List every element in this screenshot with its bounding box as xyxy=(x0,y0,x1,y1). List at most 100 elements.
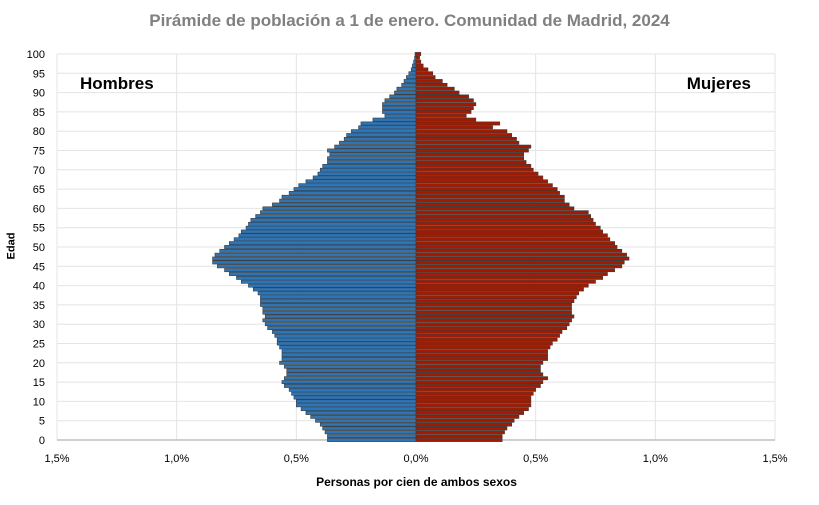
female-bar-age-23 xyxy=(415,349,548,354)
male-bar-age-40 xyxy=(248,283,417,288)
male-bar-age-41 xyxy=(240,279,417,284)
female-bar-age-21 xyxy=(415,357,548,361)
female-bar-age-75 xyxy=(415,148,529,153)
male-bar-age-36 xyxy=(260,299,417,303)
male-bar-age-21 xyxy=(281,357,417,361)
female-bar-age-41 xyxy=(415,279,596,284)
y-tick-label: 90 xyxy=(33,88,45,100)
female-bar-age-60 xyxy=(415,206,575,211)
y-tick-label: 70 xyxy=(33,165,45,177)
female-bar-age-38 xyxy=(415,291,580,296)
female-bar-age-89 xyxy=(415,94,469,99)
female-bar-age-85 xyxy=(415,109,472,114)
female-bar-age-9 xyxy=(415,403,532,408)
male-bar-age-33 xyxy=(262,310,417,315)
female-bar-age-90 xyxy=(415,90,460,95)
female-bar-age-20 xyxy=(415,360,544,365)
male-bar-age-64 xyxy=(288,191,417,195)
female-bar-age-99 xyxy=(415,55,420,60)
male-bar-age-45 xyxy=(217,264,417,269)
male-bar-age-54 xyxy=(240,229,417,234)
female-bar-age-24 xyxy=(415,345,551,350)
male-bar-age-44 xyxy=(224,268,417,273)
male-bar-age-16 xyxy=(284,376,417,381)
male-bar-age-73 xyxy=(327,156,417,161)
female-bar-age-95 xyxy=(415,71,434,76)
female-bar-age-70 xyxy=(415,167,534,172)
female-bar-age-77 xyxy=(415,140,520,145)
female-bar-age-4 xyxy=(415,422,513,427)
female-bar-age-84 xyxy=(415,113,467,118)
female-bar-age-96 xyxy=(415,67,429,72)
y-tick-label: 75 xyxy=(33,146,45,158)
female-bar-age-34 xyxy=(415,306,572,311)
male-bar-age-70 xyxy=(319,167,417,172)
male-bar-age-55 xyxy=(245,225,417,230)
female-bar-age-15 xyxy=(415,380,544,385)
male-bar-age-90 xyxy=(394,90,417,95)
female-bar-age-36 xyxy=(415,299,575,303)
male-bar-age-97 xyxy=(412,63,417,68)
y-tick-label: 100 xyxy=(27,49,45,61)
male-bar-age-86 xyxy=(382,106,417,110)
female-bar-age-71 xyxy=(415,164,532,168)
male-bar-age-39 xyxy=(252,287,417,292)
female-bar-age-47 xyxy=(415,256,630,261)
male-bar-age-98 xyxy=(413,59,417,64)
male-bar-age-51 xyxy=(229,241,417,246)
male-bar-age-17 xyxy=(286,372,417,377)
male-bar-age-50 xyxy=(224,245,417,249)
female-bar-age-19 xyxy=(415,364,541,369)
male-bar-age-8 xyxy=(300,407,417,412)
y-tick-label: 5 xyxy=(39,416,45,428)
female-bar-age-79 xyxy=(415,133,513,137)
chart-title: Pirámide de población a 1 de enero. Comu… xyxy=(149,11,670,30)
male-bar-age-47 xyxy=(212,256,417,261)
female-bar-age-93 xyxy=(415,79,443,83)
female-bar-age-35 xyxy=(415,302,572,307)
female-bar-age-50 xyxy=(415,245,618,249)
female-bar-age-98 xyxy=(415,59,422,64)
female-bar-age-18 xyxy=(415,368,541,373)
male-bar-age-7 xyxy=(305,411,417,415)
y-tick-label: 10 xyxy=(33,396,45,408)
female-bar-age-7 xyxy=(415,411,524,415)
female-bar-age-65 xyxy=(415,187,558,192)
female-bar-age-13 xyxy=(415,387,536,392)
male-bar-age-60 xyxy=(262,206,417,211)
male-bar-age-94 xyxy=(406,75,417,80)
male-bar-age-85 xyxy=(382,109,417,114)
female-bar-age-10 xyxy=(415,399,532,404)
female-bar-age-31 xyxy=(415,318,572,323)
female-bar-age-91 xyxy=(415,86,455,91)
female-bar-age-52 xyxy=(415,237,611,242)
female-bar-age-32 xyxy=(415,314,575,319)
male-bar-age-26 xyxy=(276,337,417,342)
x-tick-label: 0,0% xyxy=(403,453,428,465)
female-bar-age-37 xyxy=(415,295,577,300)
y-tick-label: 55 xyxy=(33,223,45,235)
male-bar-age-27 xyxy=(274,333,417,338)
female-bar-age-76 xyxy=(415,144,532,149)
female-bar-age-92 xyxy=(415,82,448,87)
y-tick-label: 35 xyxy=(33,300,45,312)
male-bar-age-57 xyxy=(250,218,417,222)
female-bar-age-12 xyxy=(415,391,534,396)
y-tick-label: 80 xyxy=(33,126,45,138)
female-bar-age-55 xyxy=(415,225,601,230)
female-bar-age-57 xyxy=(415,218,594,222)
male-bar-age-35 xyxy=(260,302,417,307)
female-bar-age-67 xyxy=(415,179,548,184)
male-bar-age-95 xyxy=(408,71,417,76)
male-bar-age-77 xyxy=(339,140,417,145)
legend-mujeres: Mujeres xyxy=(687,74,751,93)
male-bar-age-79 xyxy=(346,133,417,137)
male-bar-age-48 xyxy=(214,252,417,257)
male-bar-age-63 xyxy=(281,194,417,199)
female-bar-age-28 xyxy=(415,330,563,334)
y-tick-label: 25 xyxy=(33,339,45,351)
female-bar-age-30 xyxy=(415,322,570,327)
female-bar-age-49 xyxy=(415,248,623,253)
female-bar-age-100 xyxy=(415,52,422,56)
female-bar-age-48 xyxy=(415,252,627,257)
